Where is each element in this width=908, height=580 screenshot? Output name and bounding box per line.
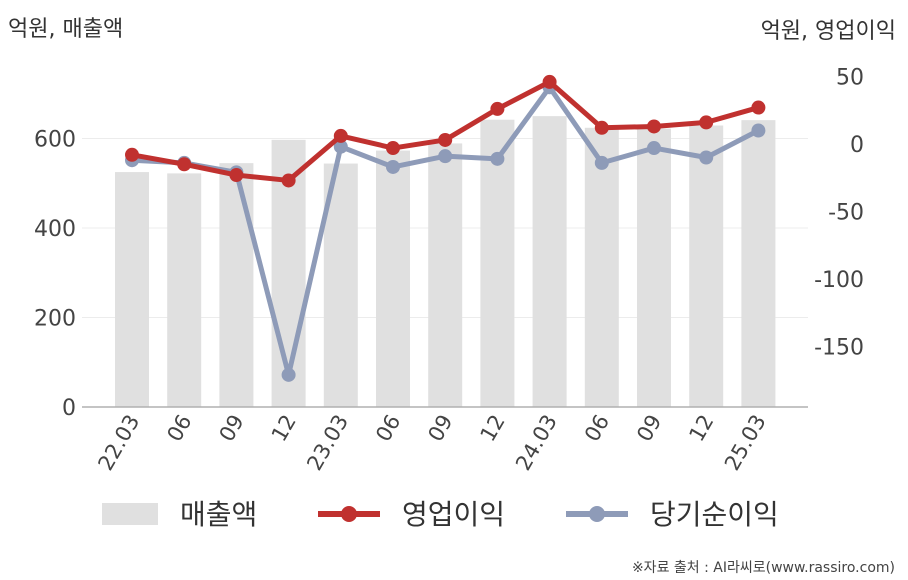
legend-revenue-swatch [102,503,158,525]
legend-operating-profit-label: 영업이익 [402,498,505,531]
revenue-bar [689,125,724,408]
legend-net-income-label: 당기순이익 [650,498,779,531]
operating-profit-point [333,128,348,143]
net-income-point [281,367,296,382]
x-tick-label: 09 [215,411,249,446]
revenue-bar [532,116,567,407]
x-tick-label: 22.03 [93,411,144,475]
x-tick-label: 25.03 [720,411,771,475]
left-tick-label: 400 [34,217,76,242]
operating-profit-point [177,157,192,172]
revenue-bar [480,119,515,407]
revenue-bars [115,116,776,408]
revenue-bar [115,172,149,407]
x-tick-label: 24.03 [511,411,562,475]
operating-profit-point [438,132,453,147]
revenue-bar [428,143,463,408]
source-note: ※자료 출처 : AI라씨로(www.rassiro.com) [632,560,895,576]
left-axis-ticks: 0 200 400 600 [34,128,76,422]
right-tick-label: -50 [828,201,864,226]
net-income-point [594,155,609,170]
net-income-point [333,139,348,154]
operating-profit-point [386,141,400,156]
operating-profit-point [281,173,296,188]
x-tick-label: 12 [476,411,510,446]
revenue-bar [167,173,202,407]
legend-operating-profit-marker [341,506,357,522]
legend-net-income-marker [589,506,605,522]
net-income-point [699,150,714,165]
net-income-point [438,149,453,164]
operating-profit-point [229,168,244,183]
right-tick-label: -100 [814,268,864,293]
legend-revenue-label: 매출액 [180,498,257,531]
right-tick-label: -150 [814,336,864,361]
operating-profit-point [751,100,766,115]
x-tick-label: 09 [423,411,457,446]
revenue-bar [219,163,254,407]
operating-profit-point [699,115,714,130]
left-axis-title: 억원, 매출액 [8,17,123,42]
operating-profit-point [490,101,505,116]
revenue-bar [741,120,776,407]
revenue-bar [584,127,619,407]
x-axis-ticks: 22.03 06 09 12 23.03 06 09 12 24.03 06 09 12 25.03 [93,411,770,475]
net-income-point [386,159,400,174]
revenue-bar [637,128,671,407]
right-tick-label: 50 [836,66,864,91]
x-tick-label: 06 [371,411,405,446]
operating-profit-point [125,147,139,162]
right-tick-label: 0 [850,133,864,158]
x-tick-label: 12 [267,411,301,446]
net-income-point [647,141,661,156]
legend: 매출액 영업이익 당기순이익 [102,498,779,531]
profit-lines [125,74,766,382]
left-tick-label: 0 [62,396,76,421]
x-tick-label: 06 [162,411,196,446]
net-income-point [490,151,505,166]
x-tick-label: 09 [632,411,666,446]
operating-profit-point [542,74,557,89]
revenue-bar [376,150,410,407]
left-tick-label: 600 [34,128,76,153]
x-tick-label: 12 [684,411,718,446]
left-tick-label: 200 [34,307,76,332]
operating-profit-point [647,119,661,134]
x-tick-label: 06 [580,411,614,446]
operating-profit-point [594,120,609,135]
right-axis-title: 억원, 영업이익 [761,19,896,44]
x-tick-label: 23.03 [302,411,353,475]
right-axis-ticks: 50 0 -50 -100 -150 [814,66,864,361]
net-income-point [751,123,766,138]
